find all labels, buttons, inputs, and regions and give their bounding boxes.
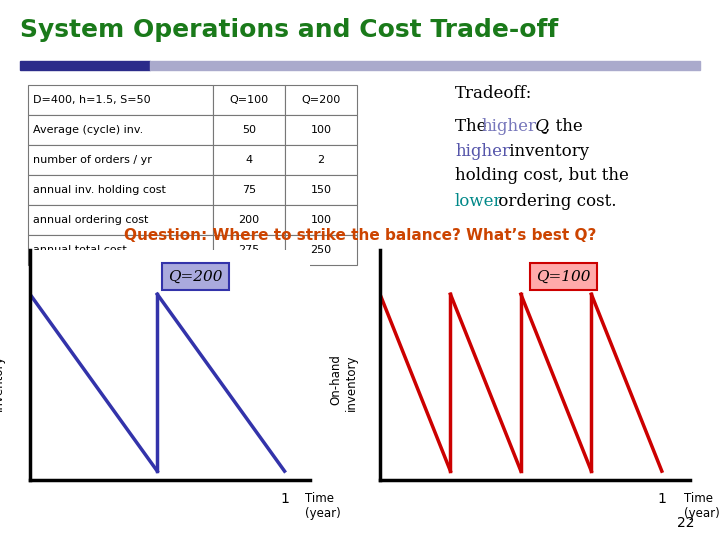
Text: higher: higher bbox=[481, 118, 536, 134]
Bar bbox=[213, 115, 285, 145]
Text: 100: 100 bbox=[310, 215, 331, 225]
Text: 100: 100 bbox=[310, 125, 331, 135]
Bar bbox=[28, 145, 213, 175]
Bar bbox=[150, 61, 700, 70]
Text: The: The bbox=[455, 118, 492, 134]
Bar bbox=[28, 205, 213, 235]
Text: 1: 1 bbox=[280, 492, 289, 507]
Bar bbox=[28, 175, 213, 205]
Text: 1: 1 bbox=[657, 492, 666, 507]
Text: On-hand
inventory: On-hand inventory bbox=[0, 354, 4, 411]
Text: Tradeoff:: Tradeoff: bbox=[455, 85, 532, 102]
Bar bbox=[285, 115, 357, 145]
Bar bbox=[213, 235, 285, 265]
Text: lower: lower bbox=[455, 192, 503, 210]
Text: 22: 22 bbox=[678, 516, 695, 530]
Bar bbox=[285, 85, 357, 115]
Text: D=400, h=1.5, S=50: D=400, h=1.5, S=50 bbox=[33, 95, 150, 105]
Bar bbox=[28, 85, 213, 115]
Text: 75: 75 bbox=[242, 185, 256, 195]
Text: 150: 150 bbox=[310, 185, 331, 195]
Bar bbox=[213, 145, 285, 175]
Bar bbox=[285, 205, 357, 235]
Text: Time
(year): Time (year) bbox=[685, 492, 720, 521]
Bar bbox=[213, 175, 285, 205]
Text: Q: Q bbox=[530, 118, 549, 134]
Text: Question: Where to strike the balance? What’s best Q?: Question: Where to strike the balance? W… bbox=[124, 227, 596, 242]
Text: Q=200: Q=200 bbox=[302, 95, 341, 105]
Bar bbox=[20, 61, 150, 70]
Text: annual total cost: annual total cost bbox=[33, 245, 127, 255]
Text: 250: 250 bbox=[310, 245, 332, 255]
Bar bbox=[285, 235, 357, 265]
Text: annual inv. holding cost: annual inv. holding cost bbox=[33, 185, 166, 195]
Text: On-hand
inventory: On-hand inventory bbox=[330, 354, 357, 411]
Text: Average (cycle) inv.: Average (cycle) inv. bbox=[33, 125, 143, 135]
Text: annual ordering cost: annual ordering cost bbox=[33, 215, 148, 225]
Bar bbox=[213, 205, 285, 235]
Text: number of orders / yr: number of orders / yr bbox=[33, 155, 152, 165]
Text: 4: 4 bbox=[246, 155, 253, 165]
Text: higher: higher bbox=[455, 143, 510, 159]
Bar bbox=[28, 235, 213, 265]
Bar bbox=[28, 115, 213, 145]
Text: Q=200: Q=200 bbox=[168, 269, 222, 284]
Text: 50: 50 bbox=[242, 125, 256, 135]
Text: Q=100: Q=100 bbox=[230, 95, 269, 105]
Bar bbox=[285, 145, 357, 175]
Text: Time
(year): Time (year) bbox=[305, 492, 341, 521]
Text: 200: 200 bbox=[238, 215, 260, 225]
Text: ordering cost.: ordering cost. bbox=[493, 192, 616, 210]
Text: , the: , the bbox=[545, 118, 582, 134]
Text: holding cost, but the: holding cost, but the bbox=[455, 167, 629, 185]
Text: 275: 275 bbox=[238, 245, 260, 255]
Text: inventory: inventory bbox=[504, 143, 589, 159]
Bar bbox=[213, 85, 285, 115]
Text: 2: 2 bbox=[318, 155, 325, 165]
Bar bbox=[285, 175, 357, 205]
Text: Q=100: Q=100 bbox=[536, 269, 590, 284]
Text: System Operations and Cost Trade-off: System Operations and Cost Trade-off bbox=[20, 18, 558, 42]
